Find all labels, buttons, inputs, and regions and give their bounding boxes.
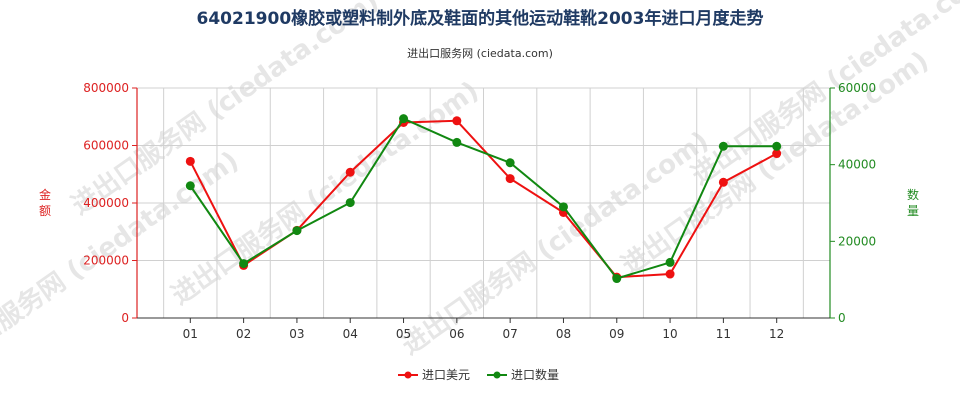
legend-marker [493,371,501,379]
chart-subtitle: 进出口服务网 (ciedata.com) [407,46,553,60]
legend: 进口美元 进口数量 [398,367,559,382]
x-tick-label: 05 [396,327,411,341]
legend-item: 进口美元 [398,368,470,382]
data-point [718,141,728,151]
y-left-tick-label: 200000 [83,254,129,268]
x-tick-label: 02 [236,327,251,341]
data-point [399,114,409,124]
series-layer [185,114,782,284]
data-point [239,259,249,269]
data-point [665,257,675,267]
legend-item: 进口数量 [487,367,559,382]
y-right-tick-label: 20000 [838,234,876,248]
series-2 [185,114,782,284]
data-point [292,226,302,236]
grid [136,87,831,319]
chart-title: 64021900橡胶或塑料制外底及鞋面的其他运动鞋靴2003年进口月度走势 [197,8,764,29]
x-tick-label: 06 [449,327,464,341]
y-left-axis-label: 金额 [39,187,51,218]
data-point [452,116,462,126]
x-tick-label: 10 [662,327,677,341]
data-point [718,177,728,187]
data-point [612,274,622,284]
x-tick-label: 01 [183,327,198,341]
legend-label: 进口美元 [422,368,470,382]
x-tick-label: 04 [343,327,358,341]
y-left-tick-label: 800000 [83,81,129,95]
data-point [345,198,355,208]
data-point [772,149,782,159]
x-tick-label: 09 [609,327,624,341]
data-point [185,181,195,191]
data-point [665,269,675,279]
x-tick-label: 03 [289,327,304,341]
legend-marker [404,371,412,379]
y-right-tick-label: 0 [838,311,846,325]
data-point [558,202,568,212]
y-right-tick-label: 60000 [838,81,876,95]
data-point [772,141,782,151]
axes: 0 200000 400000 600000 800000 0 20000 40000 6000… [39,81,919,341]
y-right-axis-label: 数量 [907,187,919,218]
legend-label: 进口数量 [511,367,559,382]
x-tick-label: 11 [716,327,731,341]
y-right-tick-label: 40000 [838,158,876,172]
y-left-tick-label: 400000 [83,196,129,210]
data-point [185,156,195,166]
y-left-tick-label: 0 [121,311,129,325]
data-point [505,174,515,184]
data-point [345,167,355,177]
y-left-tick-label: 600000 [83,139,129,153]
x-tick-label: 07 [503,327,518,341]
data-point [452,137,462,147]
x-tick-label: 08 [556,327,571,341]
x-tick-label: 12 [769,327,784,341]
data-point [505,158,515,168]
series-line [189,117,777,280]
